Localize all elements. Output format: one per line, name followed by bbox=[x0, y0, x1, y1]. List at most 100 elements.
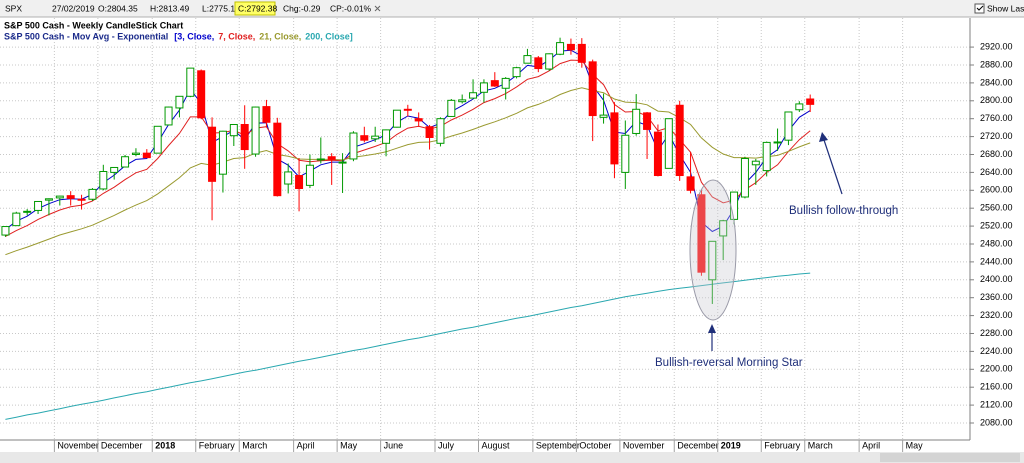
candle-body bbox=[610, 112, 619, 165]
x-tick-label: June bbox=[384, 440, 404, 450]
y-tick-label: 2600.00 bbox=[980, 185, 1013, 195]
candle-body bbox=[360, 135, 369, 141]
x-tick-label: May bbox=[906, 440, 924, 450]
candle-body bbox=[295, 175, 304, 190]
candle-body bbox=[653, 131, 662, 177]
candle-body bbox=[392, 109, 401, 128]
candle-body bbox=[44, 198, 53, 201]
show-last-label[interactable]: Show Last bbox=[987, 3, 1024, 13]
y-tick-label: 2800.00 bbox=[980, 95, 1013, 105]
x-tick-label: August bbox=[482, 440, 511, 450]
candle-body bbox=[436, 118, 445, 144]
candle-body bbox=[218, 130, 227, 175]
x-tick-label: November bbox=[57, 440, 99, 450]
candle-body bbox=[240, 124, 249, 151]
x-tick-label: April bbox=[862, 440, 880, 450]
candle-body bbox=[66, 195, 75, 199]
close: C:2792.38 bbox=[238, 3, 277, 13]
high: H:2813.49 bbox=[150, 3, 189, 13]
close-icon[interactable] bbox=[374, 5, 381, 12]
y-tick-label: 2760.00 bbox=[980, 113, 1013, 123]
plot-area bbox=[0, 18, 970, 440]
candle-body bbox=[708, 240, 717, 281]
candle-body bbox=[501, 77, 510, 89]
candle-body bbox=[349, 132, 358, 160]
checkmark bbox=[976, 5, 984, 11]
candle-body bbox=[588, 61, 597, 117]
candle-body bbox=[751, 160, 760, 166]
candle-body bbox=[316, 158, 325, 161]
y-tick-label: 2240.00 bbox=[980, 346, 1013, 356]
candle-body bbox=[121, 156, 130, 168]
y-tick-label: 2160.00 bbox=[980, 382, 1013, 392]
x-tick-label: May bbox=[340, 440, 358, 450]
candle-body bbox=[425, 126, 434, 138]
legend-entry: [3, Close, bbox=[174, 31, 214, 41]
candle-body bbox=[175, 95, 184, 109]
chart-title: S&P 500 Cash - Weekly CandleStick Chart bbox=[4, 20, 183, 30]
candle-body bbox=[110, 166, 119, 173]
annotation: Bullish follow-through bbox=[789, 205, 898, 217]
chart-subtitle: S&P 500 Cash - Mov Avg - Exponential bbox=[4, 31, 168, 41]
candle-body bbox=[1, 226, 10, 236]
arrow-head bbox=[708, 324, 716, 333]
zoom-controls[interactable] bbox=[880, 453, 1020, 462]
candle-body bbox=[469, 92, 478, 99]
candle-body bbox=[784, 111, 793, 141]
arrow bbox=[823, 139, 843, 195]
show-last-checkbox[interactable] bbox=[974, 3, 985, 14]
x-tick-label: September bbox=[536, 440, 580, 450]
x-tick-label: November bbox=[623, 440, 665, 450]
y-tick-label: 2920.00 bbox=[980, 41, 1013, 51]
candle-body bbox=[208, 126, 217, 182]
candle-body bbox=[99, 170, 108, 190]
candle-body bbox=[643, 112, 652, 130]
x-tick-label: March bbox=[242, 440, 267, 450]
candle-body bbox=[621, 134, 630, 173]
candle-body bbox=[12, 212, 21, 227]
candle-body bbox=[447, 99, 456, 117]
y-tick-label: 2880.00 bbox=[980, 59, 1013, 69]
candle-body bbox=[371, 135, 380, 140]
candle-body bbox=[327, 156, 336, 160]
candle-body bbox=[153, 125, 162, 154]
scrollbar[interactable] bbox=[0, 452, 1024, 463]
ma-line bbox=[5, 272, 811, 420]
candle-body bbox=[382, 129, 391, 144]
candle-body bbox=[251, 106, 260, 155]
close-highlight bbox=[234, 1, 276, 16]
annotation: Bullish-reversal Morning Star bbox=[655, 357, 803, 369]
x-tick-label: April bbox=[297, 440, 315, 450]
x-tick-label: October bbox=[579, 440, 611, 450]
candle-body bbox=[566, 43, 575, 51]
symbol: SPX bbox=[5, 3, 22, 13]
candle-body bbox=[686, 176, 695, 191]
y-tick-label: 2200.00 bbox=[980, 364, 1013, 374]
x-tick-label: December bbox=[677, 440, 719, 450]
y-tick-label: 2680.00 bbox=[980, 149, 1013, 159]
y-tick-label: 2080.00 bbox=[980, 417, 1013, 427]
candle-body bbox=[479, 82, 488, 93]
y-tick-label: 2720.00 bbox=[980, 131, 1013, 141]
candle-body bbox=[131, 152, 140, 155]
candle-body bbox=[632, 108, 641, 134]
highlight-ellipse bbox=[689, 179, 737, 321]
candle-body bbox=[512, 67, 521, 78]
y-tick-label: 2320.00 bbox=[980, 310, 1013, 320]
candle-body bbox=[697, 194, 706, 273]
y-tick-label: 2840.00 bbox=[980, 77, 1013, 87]
x-tick-label: 2019 bbox=[721, 440, 741, 450]
candle-body bbox=[740, 158, 749, 198]
candle-body bbox=[806, 98, 815, 105]
legend-entry: 21, Close, bbox=[259, 31, 301, 41]
y-tick-label: 2400.00 bbox=[980, 274, 1013, 284]
plot bbox=[0, 18, 970, 440]
candle-body bbox=[34, 200, 43, 211]
y-tick-label: 2640.00 bbox=[980, 167, 1013, 177]
x-tick-label: July bbox=[438, 440, 455, 450]
candle-body bbox=[403, 108, 412, 111]
y-tick-label: 2440.00 bbox=[980, 256, 1013, 266]
candle-body bbox=[795, 103, 804, 111]
candle-body bbox=[77, 198, 86, 201]
